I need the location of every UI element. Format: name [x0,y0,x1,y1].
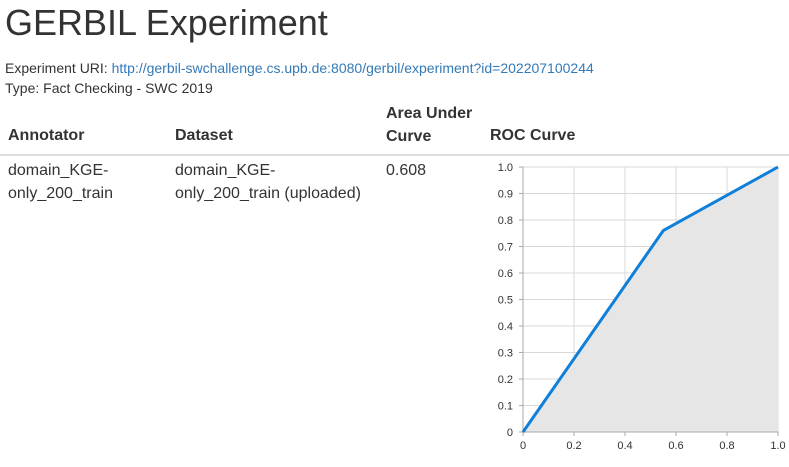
x-tick-label-3: 0.6 [668,440,683,452]
roc-axes [519,166,779,436]
experiment-uri-link[interactable]: http://gerbil-swchallenge.cs.upb.de:8080… [111,60,594,76]
y-tick-label-0: 0 [507,427,513,439]
experiment-uri-line: Experiment URI: http://gerbil-swchalleng… [5,59,594,77]
y-tick-label-6: 0.6 [498,268,513,280]
table-header-divider [0,154,789,156]
header-auc-line2: Curve [386,128,432,145]
page-title: GERBIL Experiment [5,2,328,43]
y-tick-label-9: 0.9 [498,189,513,201]
roc-tick-labels: 0 0.2 0.4 0.6 0.8 1.0 0 0.1 0.2 0.3 0.4 0.5 0.6 0.7 0.… [498,162,786,452]
experiment-type-label: Type: [5,80,40,96]
roc-chart: 0 0.2 0.4 0.6 0.8 1.0 0 0.1 0.2 0.3 0.4 0.5 0.6 0.7 0.… [498,162,786,452]
x-tick-label-4: 0.8 [719,440,734,452]
cell-auc: 0.608 [386,162,427,179]
y-tick-label-5: 0.5 [498,295,513,307]
cell-annotator-line1: domain_KGE- [8,162,109,179]
x-tick-label-0: 0 [520,440,526,452]
experiment-uri-label: Experiment URI: [5,60,108,76]
x-tick-label-5: 1.0 [770,440,785,452]
roc-area-fill [523,167,778,432]
y-tick-label-1: 0.1 [498,401,513,413]
header-annotator: Annotator [8,127,85,144]
cell-dataset-line1: domain_KGE- [175,162,276,179]
experiment-type-value: Fact Checking - SWC 2019 [43,80,213,96]
x-tick-label-1: 0.2 [566,440,581,452]
y-tick-label-8: 0.8 [498,215,513,227]
y-tick-label-7: 0.7 [498,242,513,254]
cell-annotator: domain_KGE- only_200_train [8,159,113,205]
header-dataset: Dataset [175,127,233,144]
cell-dataset-line2: only_200_train (uploaded) [175,185,361,202]
header-auc-line1: Area Under [386,105,473,122]
y-tick-label-4: 0.4 [498,321,513,333]
y-tick-label-3: 0.3 [498,348,513,360]
y-tick-label-2: 0.2 [498,374,513,386]
roc-series-line [521,165,779,433]
cell-dataset: domain_KGE- only_200_train (uploaded) [175,159,361,205]
y-tick-label-10: 1.0 [498,162,513,174]
x-tick-label-2: 0.4 [617,440,632,452]
experiment-type-line: Type: Fact Checking - SWC 2019 [5,79,213,97]
header-auc: Area Under Curve [386,102,472,148]
cell-annotator-line2: only_200_train [8,185,113,202]
header-roc: ROC Curve [490,127,576,144]
